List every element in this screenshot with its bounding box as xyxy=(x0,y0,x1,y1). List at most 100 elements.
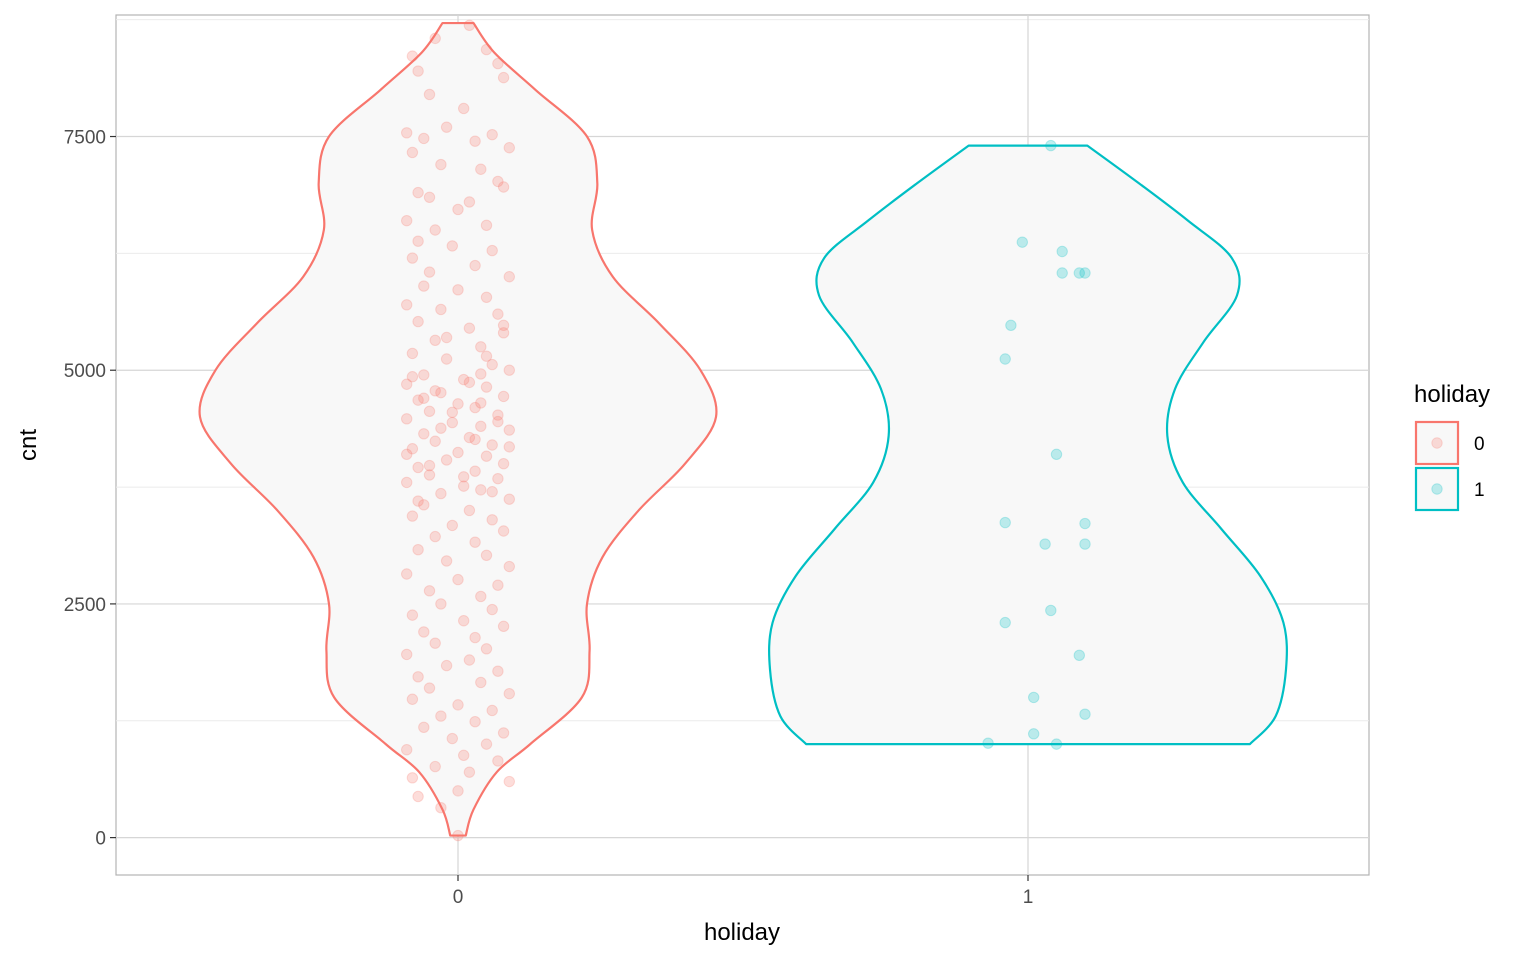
data-point-0 xyxy=(475,590,487,603)
data-point-0 xyxy=(412,671,424,683)
data-point-0 xyxy=(423,191,436,203)
data-point-0 xyxy=(406,772,419,784)
data-point-0 xyxy=(469,433,481,446)
data-point-1 xyxy=(1079,517,1091,530)
data-point-0 xyxy=(497,620,510,633)
data-point-0 xyxy=(423,469,436,481)
data-point-0 xyxy=(492,755,504,767)
data-point-0 xyxy=(475,341,487,353)
data-point-0 xyxy=(469,135,481,147)
data-point-0 xyxy=(412,315,424,328)
data-point-0 xyxy=(492,472,504,485)
legend-key-1 xyxy=(1414,466,1460,512)
y-tick-label: 5000 xyxy=(64,361,106,382)
data-point-0 xyxy=(475,368,487,380)
data-point-0 xyxy=(440,555,453,567)
data-point-0 xyxy=(446,240,458,252)
data-point-0 xyxy=(480,643,493,655)
data-point-0 xyxy=(492,665,504,677)
data-point-0 xyxy=(452,785,464,797)
data-point-0 xyxy=(423,459,436,472)
data-point-0 xyxy=(412,461,424,474)
data-point-1 xyxy=(1056,267,1068,279)
data-point-0 xyxy=(503,493,515,505)
data-point-0 xyxy=(503,441,515,453)
data-point-0 xyxy=(503,142,515,154)
data-point-0 xyxy=(497,390,510,403)
data-point-0 xyxy=(412,394,424,406)
data-point-0 xyxy=(446,519,458,532)
data-point-0 xyxy=(412,186,424,199)
data-point-0 xyxy=(497,457,510,470)
data-point-0 xyxy=(463,322,476,334)
data-point-0 xyxy=(452,203,464,216)
data-point-0 xyxy=(503,560,515,573)
y-tick-label: 0 xyxy=(95,829,106,850)
data-point-0 xyxy=(480,43,493,56)
data-point-1 xyxy=(999,516,1011,529)
data-point-0 xyxy=(469,259,481,272)
data-point-0 xyxy=(423,585,436,597)
data-point-0 xyxy=(486,704,498,717)
data-point-0 xyxy=(458,471,470,483)
data-point-0 xyxy=(406,146,419,159)
data-point-0 xyxy=(423,405,436,418)
data-point-0 xyxy=(440,454,453,466)
data-point-0 xyxy=(475,420,487,433)
x-axis-title: holiday xyxy=(704,919,780,946)
data-point-0 xyxy=(452,446,464,459)
data-point-0 xyxy=(463,654,476,666)
data-point-0 xyxy=(406,693,419,705)
data-point-0 xyxy=(406,252,419,264)
data-point-0 xyxy=(503,424,515,436)
data-point-0 xyxy=(497,319,510,332)
data-point-1 xyxy=(999,353,1011,365)
data-point-0 xyxy=(435,598,447,610)
data-point-0 xyxy=(475,397,487,409)
data-point-0 xyxy=(492,415,504,428)
data-point-0 xyxy=(429,435,441,447)
data-point-0 xyxy=(440,353,453,365)
data-point-1 xyxy=(1028,691,1040,704)
data-point-0 xyxy=(435,386,447,399)
data-point-0 xyxy=(412,790,424,803)
data-point-0 xyxy=(446,416,458,429)
data-point-0 xyxy=(492,579,504,591)
data-point-0 xyxy=(492,57,504,70)
data-point-1 xyxy=(1079,708,1091,720)
data-point-0 xyxy=(418,626,430,638)
y-axis-ticks: 0 2500 5000 7500 xyxy=(64,128,116,850)
data-point-0 xyxy=(401,378,413,390)
data-point-0 xyxy=(503,271,515,283)
data-point-0 xyxy=(463,376,476,389)
data-point-0 xyxy=(401,299,413,311)
data-point-0 xyxy=(486,128,498,141)
data-point-0 xyxy=(440,659,453,672)
data-point-0 xyxy=(440,121,453,133)
data-point-0 xyxy=(486,244,498,257)
data-point-0 xyxy=(406,371,419,383)
data-point-1 xyxy=(1050,448,1063,461)
data-point-0 xyxy=(458,102,470,115)
data-point-0 xyxy=(401,413,413,425)
data-point-0 xyxy=(446,732,458,745)
data-point-0 xyxy=(412,235,424,247)
data-point-0 xyxy=(406,510,419,522)
data-point-0 xyxy=(452,829,464,842)
legend-label-0: 0 xyxy=(1474,434,1485,455)
data-point-1 xyxy=(1056,245,1068,258)
data-point-0 xyxy=(486,439,498,451)
data-point-0 xyxy=(458,373,470,386)
x-tick-label: 1 xyxy=(1023,887,1034,908)
data-point-0 xyxy=(503,364,515,376)
data-point-0 xyxy=(401,476,413,489)
legend: holiday 0 1 xyxy=(1414,381,1490,512)
data-point-0 xyxy=(446,406,458,418)
legend-key-point xyxy=(1431,437,1443,449)
data-point-0 xyxy=(503,687,515,700)
data-point-0 xyxy=(469,715,481,728)
data-point-0 xyxy=(412,543,424,556)
data-point-1 xyxy=(1050,738,1063,750)
data-point-0 xyxy=(412,65,424,77)
